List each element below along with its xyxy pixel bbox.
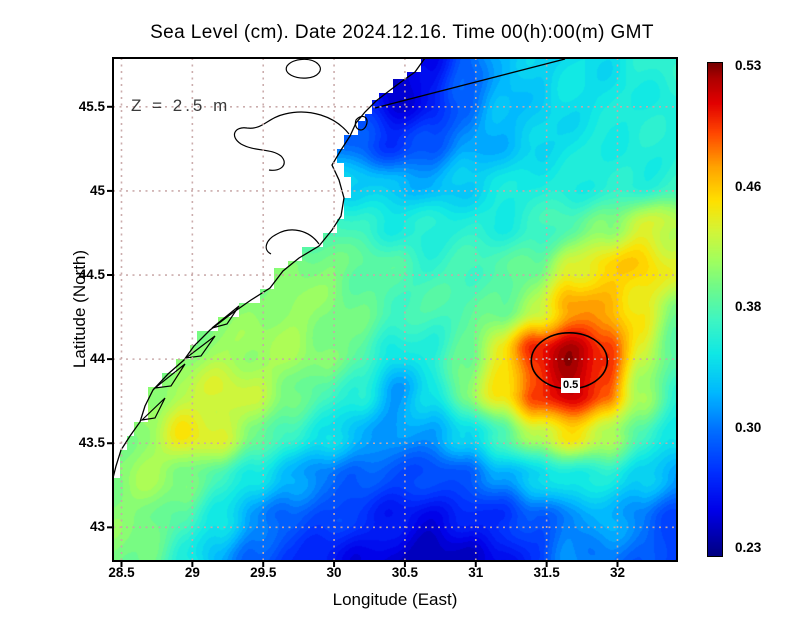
y-tick-label: 44.5 <box>78 267 105 282</box>
plot-frame <box>112 57 678 562</box>
x-tick-label: 28.5 <box>108 565 135 580</box>
contour-label: 0.5 <box>561 378 581 393</box>
x-tick-label: 30.5 <box>391 565 419 580</box>
colorbar-label: 0.30 <box>735 419 762 435</box>
colorbar-label: 0.38 <box>735 299 762 314</box>
y-tick-label: 45 <box>89 182 105 198</box>
coast-detail-path <box>211 305 240 329</box>
x-tick-label: 31.5 <box>533 565 560 580</box>
page-title: Sea Level (cm). Date 2024.12.16. Time 00… <box>150 22 654 43</box>
coast-detail-path <box>265 229 320 255</box>
y-tick-label: 44 <box>89 351 105 367</box>
colorbar-label: 0.53 <box>735 58 762 73</box>
depth-annotation: Z = 2.5 m <box>131 96 231 115</box>
coast-detail-path <box>152 363 186 389</box>
coast-detail-path <box>140 397 166 421</box>
x-tick-label: 32 <box>609 565 625 580</box>
y-tick-label: 45.5 <box>78 98 105 114</box>
y-axis-label: Latitude (North) <box>70 249 89 369</box>
colorbar-label: 0.46 <box>735 178 762 194</box>
x-axis-label: Longitude (East) <box>332 590 458 609</box>
grid-lines <box>113 58 677 561</box>
x-tick-label: 29.5 <box>250 565 277 580</box>
axis-ticks <box>107 105 619 567</box>
land-area <box>112 57 566 479</box>
coast-detail-path <box>183 335 216 359</box>
y-tick-label: 43 <box>89 519 105 535</box>
spit-line <box>374 58 566 109</box>
land-polygon <box>113 58 431 478</box>
colorbar-label: 0.23 <box>735 540 762 555</box>
colorbar <box>707 62 723 557</box>
y-tick-label: 43.5 <box>78 435 105 451</box>
coastline-path <box>112 57 426 479</box>
x-tick-label: 30 <box>326 565 342 580</box>
coast-detail-path <box>354 115 368 131</box>
coast-detail-path <box>285 58 321 79</box>
x-tick-label: 29 <box>184 565 200 580</box>
x-tick-label: 31 <box>468 565 484 580</box>
coast-detail-path <box>233 111 350 171</box>
